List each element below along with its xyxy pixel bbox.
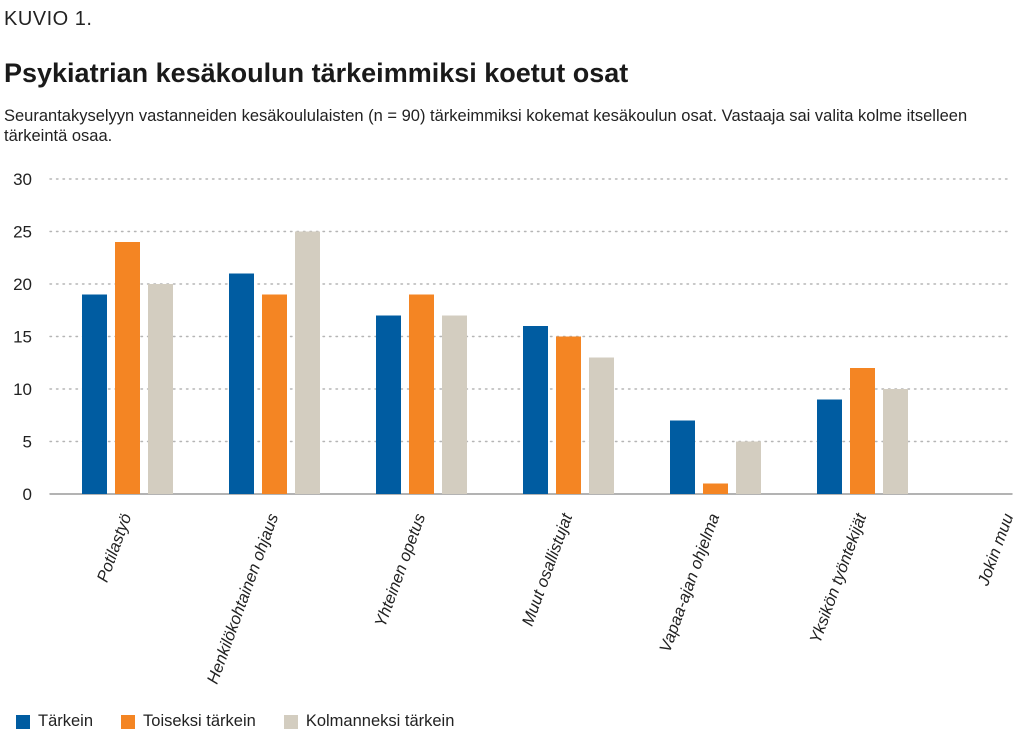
bar-3-5 [736,441,761,494]
bar-1-3 [376,315,401,494]
bar-1-2 [229,273,254,494]
bar-3-6 [883,389,908,494]
figure-number: KUVIO 1. [4,8,93,30]
x-tick-label: Muut osallistujat [519,510,577,629]
x-tick-label: Yksikön työntekijät [807,510,871,646]
bar-2-5 [703,483,728,494]
legend-label: Toiseksi tärkein [143,712,256,730]
bar-2-1 [115,242,140,494]
y-tick-label: 30 [13,170,32,189]
chart-subtitle: Seurantakyselyyn vastanneiden kesäkoulul… [4,107,968,145]
x-tick-label: Jokin muu [974,511,1017,589]
x-tick-label: Potilastyö [94,511,135,584]
legend-swatch [121,714,136,729]
legend-swatch [16,714,30,729]
bar-1-5 [670,420,695,494]
legend-swatch [283,714,298,729]
x-tick-label: Yhteinen opetus [372,511,430,629]
legend-label: Tärkein [38,712,94,730]
x-tick-label: Vapaa-ajan ohjelma [656,511,723,654]
bar-1-4 [523,326,548,494]
bar-1-6 [817,399,842,494]
legend-item: Kolmanneksi tärkein [283,712,455,731]
legend: Tärkein Toiseksi tärkein Kolmanneksi tärke… [16,712,482,731]
y-tick-label: 5 [23,433,32,452]
legend-item: Tärkein [16,712,93,731]
bar-2-3 [409,294,434,494]
bars [82,231,908,494]
bar-2-4 [556,336,581,494]
y-tick-label: 25 [13,223,32,242]
x-tick-label: Henkilökohtainen ohjaus [204,511,282,686]
y-tick-label: 0 [23,485,32,504]
y-tick-label: 20 [13,275,32,294]
y-tick-label: 10 [13,380,32,399]
bar-3-4 [589,357,614,494]
bar-chart: 0 5 10 15 20 25 30 Potilastyö Henkilökohtainen … [13,170,1017,686]
chart-title: Psykiatrian kesäkoulun tärkeimmiksi koet… [4,58,629,88]
y-axis: 0 5 10 15 20 25 30 [13,170,32,504]
bar-2-6 [850,368,875,494]
legend-item: Toiseksi tärkein [121,712,256,731]
legend-label: Kolmanneksi tärkein [305,712,455,730]
bar-2-2 [262,294,287,494]
x-axis: Potilastyö Henkilökohtainen ohjaus Yhteine… [94,510,1017,686]
bar-3-1 [148,284,173,494]
y-tick-label: 15 [13,328,32,347]
bar-3-2 [295,231,320,494]
bar-1-1 [82,294,107,494]
bar-3-3 [442,315,467,494]
